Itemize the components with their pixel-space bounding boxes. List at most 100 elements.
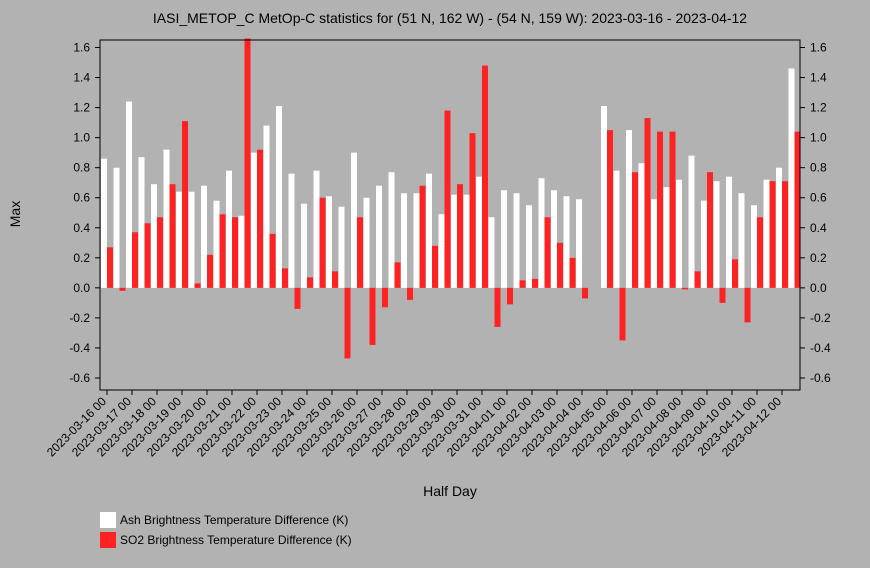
bar-ash bbox=[513, 193, 520, 288]
bar-so2 bbox=[794, 131, 801, 288]
bar-ash bbox=[576, 199, 582, 288]
bar-ash bbox=[338, 206, 345, 288]
bar-so2 bbox=[769, 181, 776, 288]
y-tick-label-left: -0.6 bbox=[69, 371, 90, 385]
bar-so2 bbox=[694, 271, 701, 288]
bar-ash bbox=[626, 130, 632, 288]
y-axis-label: Max bbox=[7, 201, 23, 227]
bar-so2 bbox=[132, 232, 138, 288]
y-tick-label-right: 1.0 bbox=[810, 131, 827, 145]
chart-title: IASI_METOP_C MetOp-C statistics for (51 … bbox=[153, 10, 747, 26]
bar-so2 bbox=[357, 217, 363, 288]
bar-so2 bbox=[432, 245, 438, 288]
bar-ash bbox=[476, 176, 482, 288]
y-tick-label-right: -0.6 bbox=[810, 371, 831, 385]
y-tick-label-left: 0.2 bbox=[73, 251, 90, 265]
bar-so2 bbox=[344, 287, 351, 359]
y-tick-label-left: 1.4 bbox=[73, 71, 90, 85]
bar-ash bbox=[213, 200, 220, 288]
y-tick-label-right: 0.0 bbox=[810, 281, 827, 295]
bar-so2 bbox=[457, 184, 463, 288]
bar-so2 bbox=[207, 254, 213, 288]
bar-ash bbox=[326, 196, 332, 288]
bar-so2 bbox=[444, 110, 451, 288]
y-tick-label-right: -0.2 bbox=[810, 311, 831, 325]
bar-ash bbox=[501, 190, 507, 288]
bar-so2 bbox=[332, 271, 338, 288]
bar-so2 bbox=[257, 149, 263, 288]
bar-ash bbox=[788, 68, 795, 288]
bar-so2 bbox=[482, 65, 488, 288]
bar-so2 bbox=[307, 277, 313, 288]
bar-so2 bbox=[657, 131, 663, 288]
bar-so2 bbox=[532, 278, 538, 288]
legend-label-so2: SO2 Brightness Temperature Difference (K… bbox=[120, 533, 352, 547]
bar-ash bbox=[376, 185, 382, 288]
y-tick-label-left: -0.4 bbox=[69, 341, 90, 355]
bar-ash bbox=[301, 203, 307, 288]
y-tick-label-right: 1.6 bbox=[810, 41, 827, 55]
y-tick-label-left: 1.2 bbox=[73, 101, 90, 115]
bar-so2 bbox=[382, 287, 388, 308]
bar-ash bbox=[138, 157, 145, 288]
y-tick-label-left: 1.0 bbox=[73, 131, 90, 145]
bar-ash bbox=[526, 205, 532, 288]
y-tick-label-left: 0.4 bbox=[73, 221, 90, 235]
bar-ash bbox=[638, 163, 645, 288]
bar-so2 bbox=[557, 242, 563, 288]
bar-ash bbox=[601, 106, 607, 288]
bar-so2 bbox=[519, 280, 526, 288]
legend-item-ash: Ash Brightness Temperature Difference (K… bbox=[100, 512, 348, 528]
bar-so2 bbox=[619, 287, 626, 341]
bar-so2 bbox=[232, 217, 238, 288]
bar-so2 bbox=[632, 172, 638, 288]
y-tick-label-left: -0.2 bbox=[69, 311, 90, 325]
bar-ash bbox=[701, 200, 707, 288]
bar-ash bbox=[388, 172, 395, 288]
bar-so2 bbox=[394, 262, 401, 288]
bar-ash bbox=[551, 190, 557, 288]
bar-ash bbox=[438, 214, 445, 288]
bar-ash bbox=[226, 170, 232, 288]
y-tick-label-right: 1.4 bbox=[810, 71, 827, 85]
bar-ash bbox=[201, 185, 207, 288]
bar-ash bbox=[126, 101, 132, 288]
legend-label-ash: Ash Brightness Temperature Difference (K… bbox=[120, 513, 349, 527]
bar-so2 bbox=[732, 259, 738, 288]
bar-so2 bbox=[219, 214, 226, 288]
y-tick-label-right: 0.4 bbox=[810, 221, 827, 235]
bar-so2 bbox=[757, 217, 763, 288]
legend-swatch-so2 bbox=[100, 532, 116, 548]
legend-item-so2: SO2 Brightness Temperature Difference (K… bbox=[100, 532, 352, 548]
y-tick-label-right: 0.8 bbox=[810, 161, 827, 175]
bar-so2 bbox=[282, 268, 288, 288]
bar-ash bbox=[238, 215, 245, 288]
bar-ash bbox=[738, 193, 745, 288]
bar-so2 bbox=[119, 287, 126, 291]
bar-ash bbox=[151, 184, 157, 288]
bar-so2 bbox=[719, 287, 726, 303]
bar-ash bbox=[488, 217, 495, 288]
bar-ash bbox=[101, 158, 107, 288]
bar-so2 bbox=[182, 121, 188, 288]
bar-ash bbox=[713, 181, 720, 288]
y-tick-label-left: 0.8 bbox=[73, 161, 90, 175]
bar-ash bbox=[426, 173, 432, 288]
bar-so2 bbox=[569, 257, 576, 288]
y-tick-label-right: 0.2 bbox=[810, 251, 827, 265]
bar-so2 bbox=[169, 184, 176, 288]
bar-so2 bbox=[244, 38, 251, 288]
bar-ash bbox=[413, 193, 420, 288]
bar-so2 bbox=[744, 287, 751, 323]
y-tick-label-right: -0.4 bbox=[810, 341, 831, 355]
bar-so2 bbox=[407, 287, 413, 300]
y-tick-label-left: 1.6 bbox=[73, 41, 90, 55]
bar-ash bbox=[163, 149, 170, 288]
bar-ash bbox=[188, 191, 195, 288]
bar-ash bbox=[763, 179, 770, 288]
bar-ash bbox=[113, 167, 120, 288]
bar-so2 bbox=[782, 181, 788, 288]
bar-ash bbox=[463, 194, 470, 288]
bar-ash bbox=[288, 173, 295, 288]
